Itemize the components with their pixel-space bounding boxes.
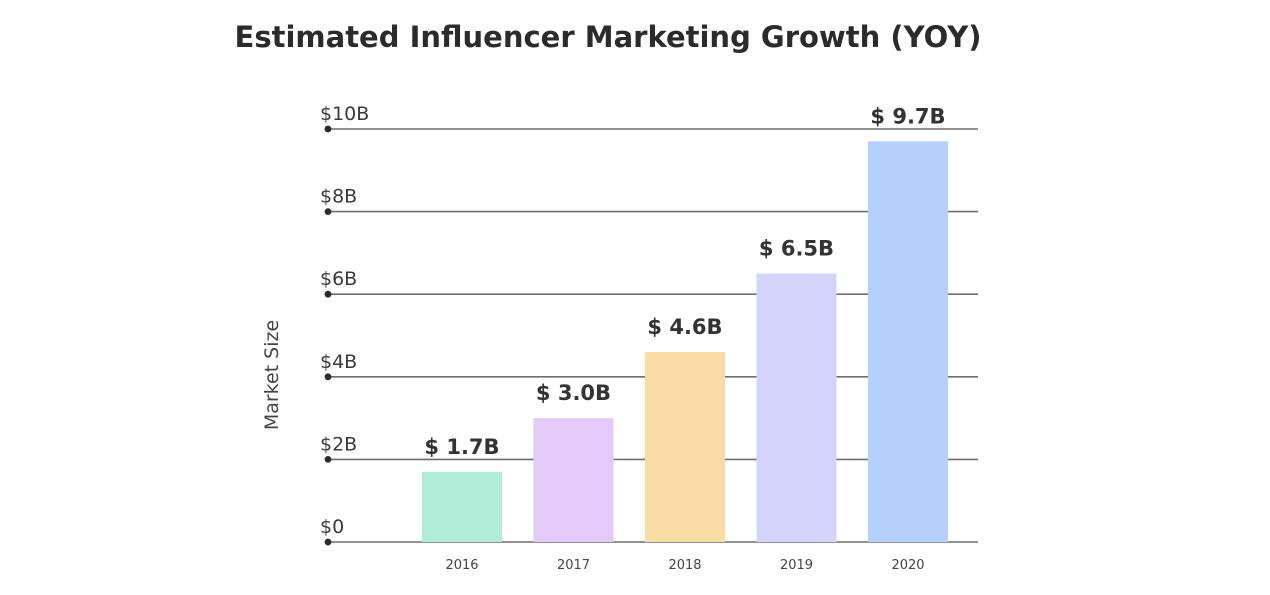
data-label: $ 9.7B	[870, 104, 945, 128]
y-tick-dot	[324, 208, 332, 216]
y-tick-dot	[324, 538, 332, 546]
y-tick-label: $2B	[320, 433, 357, 455]
data-label: $ 6.5B	[759, 237, 834, 261]
bar-2017	[533, 418, 614, 542]
bar-2019	[756, 273, 837, 542]
y-tick-label: $4B	[320, 351, 357, 373]
y-tick-label: $10B	[320, 103, 369, 125]
data-label: $ 1.7B	[424, 435, 499, 459]
x-tick-label: 2019	[780, 558, 813, 573]
y-axis-label: Market Size	[261, 320, 283, 430]
bars	[422, 141, 948, 542]
y-tick-dot	[324, 373, 332, 381]
labels: $0 $2B $4B $6B $8B $10B 2016 $ 1.7B 2017 $ 3.0B 20…	[320, 103, 946, 573]
y-tick-dot	[324, 456, 332, 463]
chart-title: Estimated Influencer Marketing Growth (Y…	[235, 20, 982, 54]
bar-2020	[868, 141, 948, 542]
data-label: $ 3.0B	[536, 381, 611, 405]
y-tick-label: $6B	[320, 268, 357, 290]
x-tick-label: 2017	[557, 558, 590, 573]
y-tick-dot	[324, 125, 332, 133]
bar-2016	[422, 471, 502, 542]
x-tick-label: 2018	[668, 558, 701, 573]
bar-2018	[645, 352, 725, 542]
y-tick-label: $8B	[320, 186, 357, 208]
data-label: $ 4.6B	[647, 315, 722, 339]
x-tick-label: 2020	[891, 558, 924, 573]
y-tick-dot	[324, 290, 332, 298]
y-tick-label: $0	[320, 516, 344, 538]
x-tick-label: 2016	[445, 558, 478, 573]
